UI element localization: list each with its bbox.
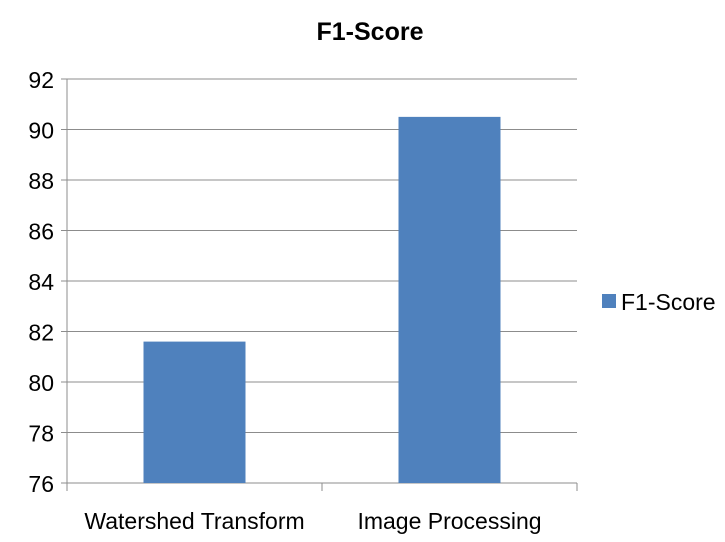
x-tick-label: Image Processing [357,508,541,534]
legend-swatch [602,294,616,308]
bars [143,116,501,483]
y-tick-label: 82 [28,320,54,346]
chart-title: F1-Score [317,18,424,46]
y-tick-label: 78 [28,421,54,447]
y-tick-label: 86 [28,219,54,245]
legend-label: F1-Score [621,289,716,315]
tick-labels: 76 78 80 82 84 86 88 90 92 Watershed Transform Ima… [28,67,541,534]
legend: F1-Score [602,289,716,315]
y-tick-label: 84 [28,269,54,295]
x-tick-label: Watershed Transform [84,508,304,534]
y-tick-label: 76 [28,471,54,497]
bar [398,116,501,483]
bar [143,341,246,483]
y-tick-label: 90 [28,118,54,144]
y-tick-label: 88 [28,168,54,194]
y-tick-label: 80 [28,370,54,396]
y-tick-label: 92 [28,67,54,93]
